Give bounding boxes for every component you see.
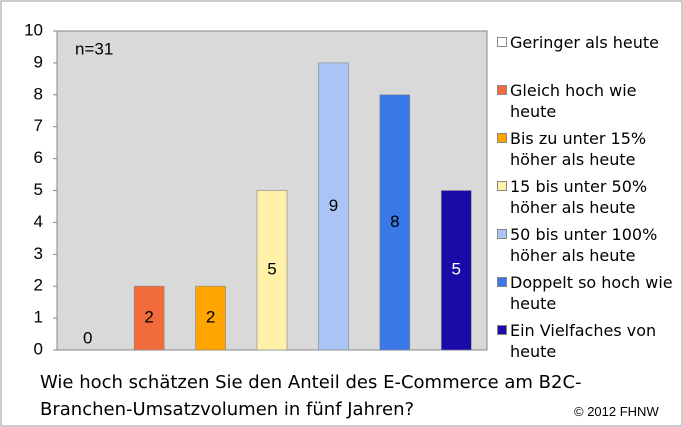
legend-item: Geringer als heute xyxy=(497,32,679,53)
bar xyxy=(318,62,349,351)
data-label: 2 xyxy=(206,308,215,327)
data-label: 5 xyxy=(267,260,276,279)
legend-swatch xyxy=(497,85,507,95)
bar xyxy=(195,285,226,351)
bar xyxy=(133,285,165,351)
y-tick-label: 8 xyxy=(34,84,43,103)
legend-item: 50 bis unter 100% höher als heute xyxy=(497,224,679,266)
legend-label: Ein Vielfaches von heute xyxy=(510,321,657,361)
legend-item: 15 bis unter 50% höher als heute xyxy=(497,176,679,218)
legend-label: Doppelt so hoch wie heute xyxy=(510,273,673,313)
legend-label: Gleich hoch wie heute xyxy=(510,81,637,121)
legend-swatch xyxy=(497,133,507,143)
bar xyxy=(256,190,288,351)
data-label: 2 xyxy=(144,308,153,327)
bar xyxy=(379,94,411,351)
y-tick-label: 6 xyxy=(34,148,43,167)
y-tick-label: 5 xyxy=(34,180,43,199)
legend-swatch xyxy=(497,181,507,191)
data-label: 8 xyxy=(390,212,399,231)
legend-label: Geringer als heute xyxy=(510,33,659,52)
legend-item: Ein Vielfaches von heute xyxy=(497,320,679,362)
data-label: 5 xyxy=(452,260,461,279)
legend-label: 50 bis unter 100% höher als heute xyxy=(510,225,658,265)
legend-swatch xyxy=(497,277,507,287)
y-tick-label: 3 xyxy=(34,244,43,263)
legend-item: Doppelt so hoch wie heute xyxy=(497,272,679,314)
legend-label: 15 bis unter 50% höher als heute xyxy=(510,177,648,217)
legend-label: Bis zu unter 15% höher als heute xyxy=(510,129,647,169)
y-tick-label: 2 xyxy=(34,276,43,295)
bar xyxy=(440,190,472,351)
x-axis-label: Wie hoch schätzen Sie den Anteil des E-C… xyxy=(40,372,582,420)
data-label: 0 xyxy=(83,328,92,347)
annotation: n=31 xyxy=(75,39,113,58)
y-tick-label: 9 xyxy=(34,52,43,71)
y-tick-label: 7 xyxy=(34,116,43,135)
y-tick-label: 1 xyxy=(34,308,43,327)
y-tick-label: 0 xyxy=(34,339,43,358)
legend-swatch xyxy=(497,37,507,47)
annotation: © 2012 FHNW xyxy=(574,404,659,419)
y-tick-label: 10 xyxy=(24,20,43,39)
legend-swatch xyxy=(497,325,507,335)
legend-swatch xyxy=(497,229,507,239)
data-label: 9 xyxy=(329,196,338,215)
y-tick-label: 4 xyxy=(34,212,43,231)
legend-item: Bis zu unter 15% höher als heute xyxy=(497,128,679,170)
legend-item: Gleich hoch wie heute xyxy=(497,80,679,122)
